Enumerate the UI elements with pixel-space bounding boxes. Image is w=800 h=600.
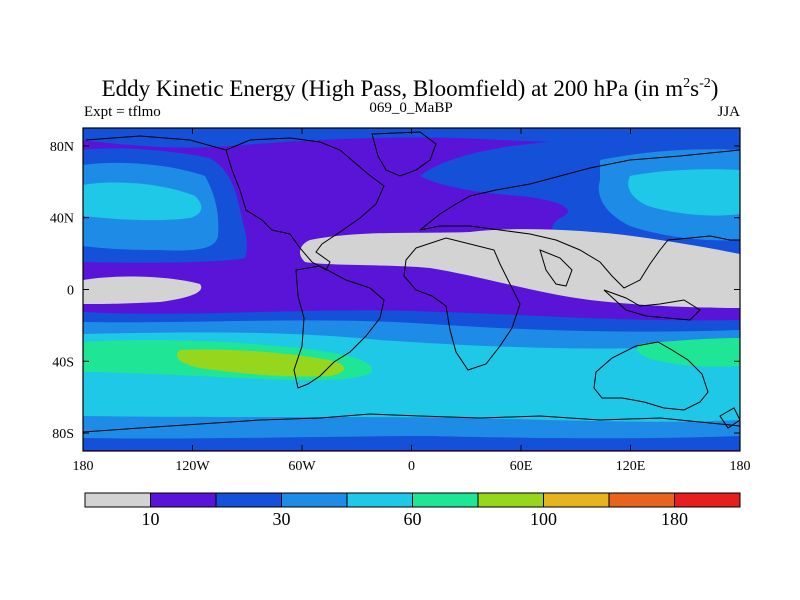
colorbar-label: 10 <box>142 509 160 529</box>
x-axis: 180 120W 60W 0 60E 120E 180 <box>73 128 751 474</box>
colorbar-box <box>543 492 610 508</box>
contour-band-tropical <box>299 229 740 308</box>
colorbar-box <box>215 492 282 508</box>
y-tick-label: 40S <box>52 355 74 370</box>
y-tick-label: 80N <box>50 140 74 155</box>
coastlines <box>83 131 740 433</box>
x-tick-label: 180 <box>73 459 94 474</box>
coastline-new-zealand <box>719 407 740 429</box>
contour-band-tropical <box>83 276 202 304</box>
contour-field <box>83 128 740 451</box>
x-tick-label: 120E <box>616 459 646 474</box>
y-tick-label: 40N <box>50 212 74 227</box>
subtitle-center: 069_0_MaBP <box>369 100 452 116</box>
colorbar-box <box>608 492 675 508</box>
y-tick-label: 80S <box>52 427 74 442</box>
x-tick-label: 0 <box>408 459 415 474</box>
y-axis: 80N 40N 0 40S 80S <box>50 140 740 442</box>
chart-title: Eddy Kinetic Energy (High Pass, Bloomfie… <box>102 76 719 101</box>
colorbar-label: 180 <box>661 509 688 529</box>
colorbar-box <box>84 492 151 508</box>
contour-band-na-storm-track <box>83 182 202 221</box>
colorbar-box <box>150 492 217 508</box>
contour-band-southern-ocean <box>176 349 345 377</box>
contour-band-arctic <box>83 128 740 148</box>
colorbar-box <box>346 492 413 508</box>
x-tick-label: 60W <box>288 459 316 474</box>
colorbar-box <box>281 492 348 508</box>
x-tick-label: 60E <box>510 459 533 474</box>
coastline-africa <box>403 237 521 371</box>
subtitle-right: JJA <box>717 104 740 120</box>
x-tick-label: 120W <box>175 459 210 474</box>
y-tick-label: 0 <box>67 284 74 299</box>
coastline-north-america <box>85 135 385 271</box>
colorbar-box <box>674 492 741 508</box>
colorbar-label: 60 <box>404 509 422 529</box>
coastline-southeast-asia <box>603 289 701 321</box>
colorbar-label: 30 <box>273 509 291 529</box>
subtitle-left: Expt = tflmo <box>84 104 161 120</box>
colorbar-box <box>477 492 544 508</box>
coastline-india <box>539 249 573 287</box>
coastline-australia <box>593 341 709 411</box>
coastline-greenland <box>371 131 437 177</box>
coastline-eurasia <box>419 149 740 289</box>
contour-band-pacific-storm-track <box>628 169 740 216</box>
colorbar: 10 30 60 100 180 <box>84 492 741 529</box>
colorbar-box <box>412 492 479 508</box>
coastline-south-america <box>293 265 385 389</box>
coastline-antarctica <box>83 413 740 433</box>
x-tick-label: 180 <box>730 459 751 474</box>
colorbar-label: 100 <box>530 509 557 529</box>
